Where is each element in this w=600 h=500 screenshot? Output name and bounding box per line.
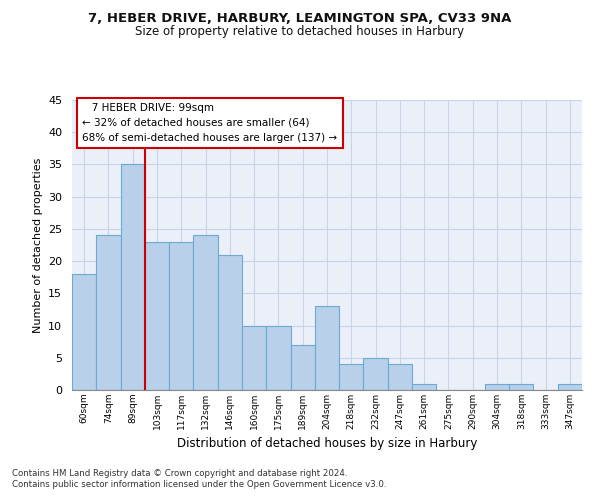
Text: Size of property relative to detached houses in Harbury: Size of property relative to detached ho…	[136, 25, 464, 38]
Bar	[169, 242, 193, 390]
Text: Contains HM Land Registry data © Crown copyright and database right 2024.: Contains HM Land Registry data © Crown c…	[12, 468, 347, 477]
Bar	[339, 364, 364, 390]
Bar	[96, 236, 121, 390]
Bar	[242, 326, 266, 390]
X-axis label: Distribution of detached houses by size in Harbury: Distribution of detached houses by size …	[177, 438, 477, 450]
Bar	[72, 274, 96, 390]
Bar	[558, 384, 582, 390]
Bar	[145, 242, 169, 390]
Text: 7, HEBER DRIVE, HARBURY, LEAMINGTON SPA, CV33 9NA: 7, HEBER DRIVE, HARBURY, LEAMINGTON SPA,…	[88, 12, 512, 26]
Bar	[364, 358, 388, 390]
Text: Contains public sector information licensed under the Open Government Licence v3: Contains public sector information licen…	[12, 480, 386, 489]
Bar	[412, 384, 436, 390]
Bar	[485, 384, 509, 390]
Bar	[193, 236, 218, 390]
Bar	[509, 384, 533, 390]
Text: 7 HEBER DRIVE: 99sqm
← 32% of detached houses are smaller (64)
68% of semi-detac: 7 HEBER DRIVE: 99sqm ← 32% of detached h…	[82, 103, 337, 142]
Bar	[121, 164, 145, 390]
Bar	[218, 254, 242, 390]
Bar	[290, 345, 315, 390]
Bar	[388, 364, 412, 390]
Y-axis label: Number of detached properties: Number of detached properties	[32, 158, 43, 332]
Bar	[315, 306, 339, 390]
Bar	[266, 326, 290, 390]
